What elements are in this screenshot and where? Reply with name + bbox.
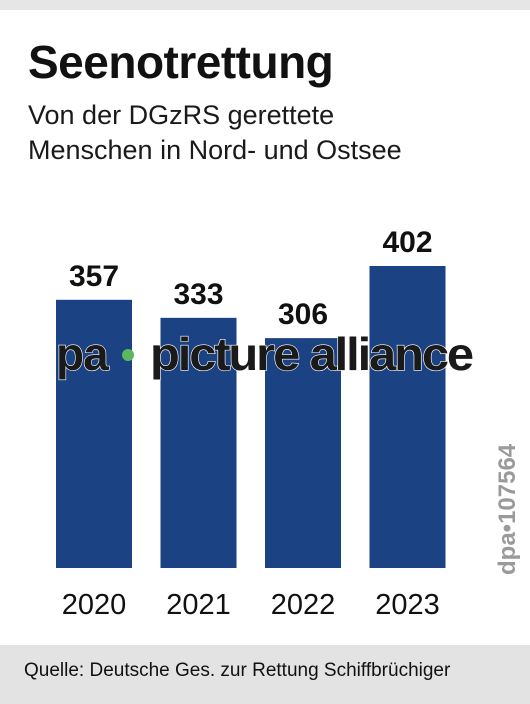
value-label-2022: 306 — [278, 298, 328, 331]
bar-2023 — [369, 266, 446, 568]
watermark-picture-alliance-text: picture alliance — [150, 328, 473, 380]
x-tick-label-2023: 2023 — [375, 589, 440, 621]
bars-group — [56, 266, 446, 568]
bar-chart: 357 333 306 402 2020 2021 2022 2023 pa picture… — [55, 226, 521, 621]
x-tick-labels-group: 2020 2021 2022 2023 — [62, 589, 440, 621]
watermark-pa-text: pa — [56, 328, 109, 380]
bar-2020 — [56, 299, 132, 568]
top-bar — [0, 0, 530, 10]
dpa-credit: dpa•107564 — [494, 443, 521, 575]
value-labels-group: 357 333 306 402 — [69, 226, 433, 331]
watermark-dot — [122, 349, 134, 361]
footer: Quelle: Deutsche Ges. zur Rettung Schiff… — [0, 645, 530, 704]
chart-subtitle-line-1: Von der DGzRS gerettete — [28, 100, 335, 130]
watermark-logo: pa picture alliance — [55, 327, 476, 380]
bar-2021 — [160, 317, 237, 568]
x-tick-label-2022: 2022 — [271, 589, 336, 621]
value-label-2020: 357 — [69, 260, 119, 293]
source-note: Quelle: Deutsche Ges. zur Rettung Schiff… — [24, 660, 451, 681]
chart-subtitle-line-2: Menschen in Nord- und Ostsee — [28, 135, 402, 165]
chart-title: Seenotrettung — [28, 36, 334, 88]
x-tick-label-2020: 2020 — [62, 589, 127, 621]
value-label-2021: 333 — [173, 278, 223, 311]
bar-2022 — [265, 338, 341, 568]
x-tick-label-2021: 2021 — [166, 589, 231, 621]
value-label-2023: 402 — [382, 226, 432, 259]
